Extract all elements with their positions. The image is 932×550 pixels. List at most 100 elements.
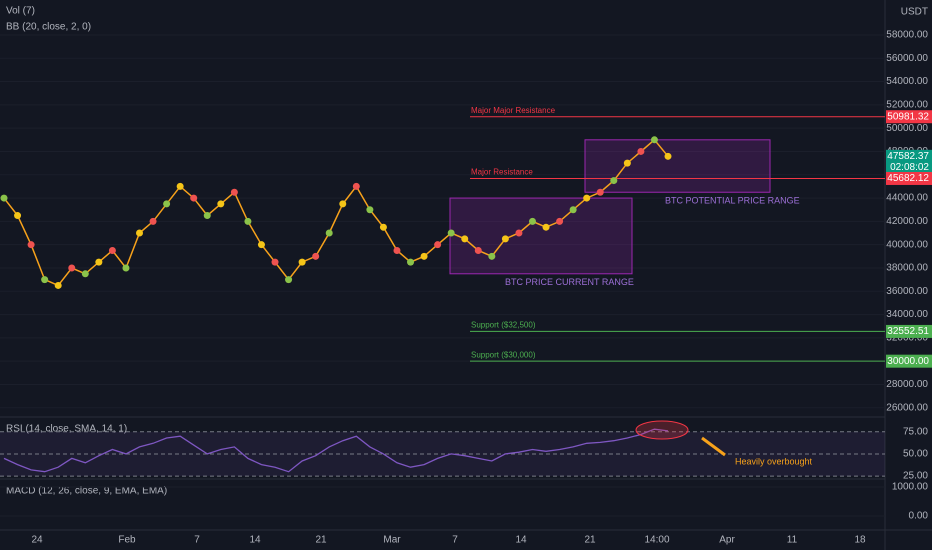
x-tick-label: 18 <box>854 535 866 546</box>
price-dot <box>583 194 591 202</box>
rsi-tick-label: 75.00 <box>903 426 928 437</box>
price-dot <box>542 223 550 231</box>
rsi-line <box>3 428 669 473</box>
x-tick-label: 24 <box>31 535 43 546</box>
level-label: Major Resistance <box>471 168 533 177</box>
price-tick-label: 58000.00 <box>886 30 928 41</box>
price-dot <box>623 159 631 167</box>
price-tick-label: 36000.00 <box>886 286 928 297</box>
price-dot <box>528 217 536 225</box>
price-dot <box>136 229 144 237</box>
price-dot <box>149 217 157 225</box>
x-tick-label: 11 <box>787 535 798 546</box>
arrow <box>701 436 726 457</box>
range-label: BTC POTENTIAL PRICE RANGE <box>665 196 800 206</box>
macd-tick-label: 1000.00 <box>892 482 929 493</box>
currency: USDT <box>901 7 928 18</box>
price-dot <box>379 223 387 231</box>
price-dot <box>352 182 360 190</box>
price-dot <box>312 252 320 260</box>
price-dot <box>230 188 238 196</box>
price-dot <box>298 258 306 266</box>
rsi-tick-label: 25.00 <box>903 471 928 482</box>
x-tick-label: 14 <box>249 535 261 546</box>
indicator-label: Vol (7) <box>6 6 35 17</box>
price-dot <box>474 246 482 254</box>
price-dot <box>14 212 22 220</box>
range-label: BTC PRICE CURRENT RANGE <box>505 277 634 287</box>
price-dot <box>95 258 103 266</box>
price-dot <box>420 252 428 260</box>
price-tag <box>886 354 932 368</box>
range-box <box>584 139 771 193</box>
rsi-tick-label: 50.00 <box>903 449 928 460</box>
price-tick-label: 56000.00 <box>886 53 928 64</box>
price-tag <box>886 324 932 338</box>
price-dot <box>515 229 523 237</box>
price-dot <box>569 206 577 214</box>
countdown: 02:08:02 <box>890 162 929 173</box>
price-dot <box>596 188 604 196</box>
price-tag-label: 50981.32 <box>887 111 929 122</box>
price-dot <box>217 200 225 208</box>
price-dot <box>68 264 76 272</box>
price-tag <box>886 149 932 174</box>
macd-tick-label: 0.00 <box>909 511 929 522</box>
range-box <box>449 197 633 275</box>
price-dot <box>54 281 62 289</box>
price-dot <box>664 152 672 160</box>
indicator-label: BB (20, close, 2, 0) <box>6 22 91 33</box>
x-tick-label: 21 <box>584 535 596 546</box>
price-dot <box>339 200 347 208</box>
rsi-annotation: Heavily overbought <box>735 456 813 466</box>
price-tick-label: 28000.00 <box>886 379 928 390</box>
price-dot <box>203 212 211 220</box>
price-tick-label: 38000.00 <box>886 263 928 274</box>
level-label: Support ($32,500) <box>471 321 536 330</box>
x-tick-label: 7 <box>194 535 200 546</box>
x-tick-label: 14 <box>515 535 527 546</box>
price-dot <box>461 235 469 243</box>
price-tag <box>886 110 932 124</box>
price-dot <box>163 200 171 208</box>
price-dot <box>27 241 35 249</box>
price-dot <box>393 246 401 254</box>
price-dot <box>190 194 198 202</box>
price-tick-label: 50000.00 <box>886 123 928 134</box>
price-dot <box>122 264 130 272</box>
price-tick-label: 44000.00 <box>886 193 928 204</box>
indicator-label: MACD (12, 26, close, 9, EMA, EMA) <box>6 486 167 497</box>
price-tick-label: 54000.00 <box>886 76 928 87</box>
level-label: Major Major Resistance <box>471 106 556 115</box>
price-dot <box>271 258 279 266</box>
price-tick-label: 42000.00 <box>886 216 928 227</box>
price-dot <box>650 136 658 144</box>
price-dot <box>434 241 442 249</box>
indicator-label: RSI (14, close, SMA, 14, 1) <box>6 424 127 435</box>
price-dot <box>366 206 374 214</box>
overbought-circle <box>635 420 689 440</box>
price-dot <box>488 252 496 260</box>
price-tag-label: 32552.51 <box>887 326 929 337</box>
price-tick-label: 52000.00 <box>886 99 928 110</box>
price-dot <box>325 229 333 237</box>
price-tag-label: 30000.00 <box>887 356 929 367</box>
price-tag-label: 45682.12 <box>887 173 929 184</box>
price-dot <box>501 235 509 243</box>
price-dot <box>81 270 89 278</box>
price-dot <box>637 147 645 155</box>
x-tick-label: Mar <box>383 535 401 546</box>
price-tick-label: 40000.00 <box>886 239 928 250</box>
x-tick-label: Apr <box>719 535 735 546</box>
price-dot <box>0 194 8 202</box>
x-tick-label: 21 <box>315 535 327 546</box>
price-dot <box>556 217 564 225</box>
price-dot <box>407 258 415 266</box>
price-dot <box>447 229 455 237</box>
price-dot <box>257 241 265 249</box>
level-label: Support ($30,000) <box>471 350 536 359</box>
price-dot <box>108 246 116 254</box>
x-tick-label: 14:00 <box>644 535 669 546</box>
